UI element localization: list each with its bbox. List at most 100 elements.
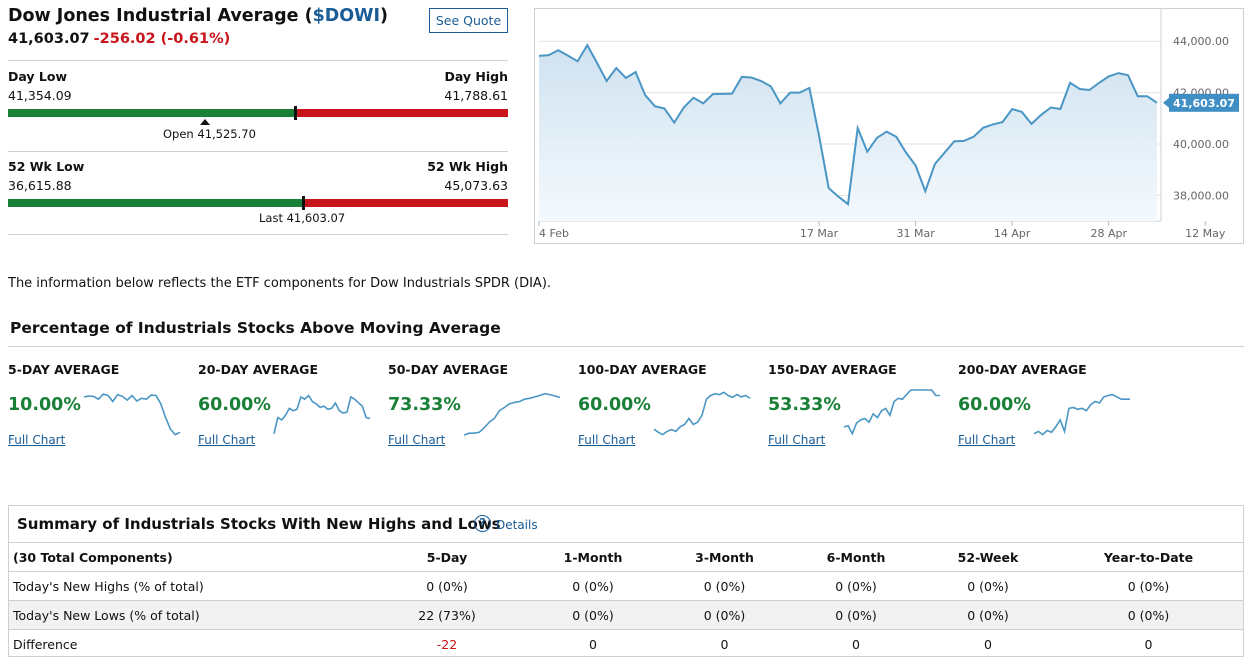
price-line-series <box>538 43 1158 206</box>
table-cell: 0 <box>1054 629 1243 659</box>
table-cell: 0 <box>659 629 790 659</box>
table-cell: 0 <box>527 629 659 659</box>
day-high-value: 41,788.61 <box>444 88 508 103</box>
table-cell: 0 <box>922 629 1054 659</box>
highs-lows-summary: Summary of Industrials Stocks With New H… <box>8 505 1244 659</box>
price-area <box>539 45 1157 221</box>
table-cell: 0 <box>790 629 922 659</box>
row-label: Today's New Highs (% of total) <box>9 571 367 601</box>
average-label: 200-DAY AVERAGE <box>958 362 1087 377</box>
column-header: 1-Month <box>527 542 659 572</box>
average-label: 20-DAY AVERAGE <box>198 362 318 377</box>
last-price-label: Last 41,603.07 <box>259 211 346 225</box>
open-price: Open 41,525.70 <box>163 127 256 141</box>
symbol-text: $DOWI <box>312 6 380 26</box>
day-range-bar <box>8 106 508 120</box>
average-card: 200-DAY AVERAGE 60.00% Full Chart <box>958 362 1143 472</box>
week52-range-red <box>303 199 508 207</box>
sparkline <box>843 389 940 436</box>
column-header: 52-Week <box>922 542 1054 572</box>
column-header: 5-Day <box>367 542 527 572</box>
day-range-marker <box>294 106 297 120</box>
sparkline-series <box>1033 393 1130 436</box>
sparkline <box>273 394 371 434</box>
sparkline-series <box>653 391 751 436</box>
divider <box>8 346 1244 347</box>
table-cell: 0 (0%) <box>367 571 527 601</box>
full-chart-link[interactable]: Full Chart <box>958 433 1016 447</box>
average-value: 60.00% <box>578 395 651 415</box>
summary-title: Summary of Industrials Stocks With New H… <box>17 515 501 533</box>
row-label: Today's New Lows (% of total) <box>9 600 367 630</box>
full-chart-link[interactable]: Full Chart <box>388 433 446 447</box>
see-quote-button[interactable]: See Quote <box>429 8 508 33</box>
page-title: Dow Jones Industrial Average ($DOWI) <box>8 6 388 26</box>
y-tick-label: 40,000.00 <box>1173 138 1229 151</box>
full-chart-link[interactable]: Full Chart <box>198 433 256 447</box>
last-price: 41,603.07 <box>8 31 90 47</box>
table-header-row: (30 Total Components) 5-Day 1-Month 3-Mo… <box>9 542 1243 572</box>
table-cell: 0 (0%) <box>1054 571 1243 601</box>
table-cell: 0 (0%) <box>527 600 659 630</box>
summary-table: (30 Total Components) 5-Day 1-Month 3-Mo… <box>9 542 1243 659</box>
sparkline-series <box>843 389 940 436</box>
price-line: 41,603.07 -256.02 (-0.61%) <box>8 31 230 47</box>
full-chart-link[interactable]: Full Chart <box>8 433 66 447</box>
average-value: 60.00% <box>198 395 271 415</box>
y-tick-label: 44,000.00 <box>1173 35 1229 48</box>
sparkline <box>653 391 751 436</box>
price-chart[interactable]: 44,000.00 42,000.00 40,000.00 38,000.00 4 Fe… <box>534 8 1244 244</box>
column-header: 3-Month <box>659 542 790 572</box>
x-tick-label: 14 Apr <box>994 227 1031 240</box>
average-label: 50-DAY AVERAGE <box>388 362 508 377</box>
sparkline-series <box>463 392 561 436</box>
table-cell: 0 (0%) <box>659 600 790 630</box>
average-value: 60.00% <box>958 395 1031 415</box>
y-tick-label: 38,000.00 <box>1173 189 1229 202</box>
table-cell: 0 (0%) <box>790 600 922 630</box>
table-row: Today's New Highs (% of total) 0 (0%) 0 … <box>9 571 1243 601</box>
week52-low-value: 36,615.88 <box>8 178 72 193</box>
table-cell: 0 (0%) <box>1054 600 1243 630</box>
average-label: 150-DAY AVERAGE <box>768 362 897 377</box>
table-row: Difference -22 0 0 0 0 0 <box>9 629 1243 659</box>
week52-high-value: 45,073.63 <box>444 178 508 193</box>
average-label: 100-DAY AVERAGE <box>578 362 707 377</box>
last-price-tag-pointer <box>1163 97 1169 108</box>
sparkline <box>463 392 561 436</box>
title-text: Dow Jones Industrial Average ( <box>8 6 313 26</box>
table-cell: 0 (0%) <box>527 571 659 601</box>
day-low-value: 41,354.09 <box>8 88 72 103</box>
table-cell: 0 (0%) <box>790 571 922 601</box>
details-link[interactable]: Details <box>496 518 538 532</box>
average-card: 100-DAY AVERAGE 60.00% Full Chart <box>578 362 763 472</box>
table-cell: -22 <box>367 629 527 659</box>
table-cell: 22 (73%) <box>367 600 527 630</box>
x-tick-label: 4 Feb <box>539 227 569 240</box>
section-title: Percentage of Industrials Stocks Above M… <box>10 319 501 337</box>
day-range-green <box>8 109 295 117</box>
title-close: ) <box>379 6 388 26</box>
x-tick-label: 28 Apr <box>1090 227 1127 240</box>
table-row: Today's New Lows (% of total) 22 (73%) 0… <box>9 600 1243 630</box>
full-chart-link[interactable]: Full Chart <box>578 433 636 447</box>
etf-info-text: The information below reflects the ETF c… <box>8 276 552 291</box>
sparkline <box>83 393 181 436</box>
table-cell: 0 (0%) <box>922 600 1054 630</box>
last-price-tag-text: 41,603.07 <box>1173 97 1235 110</box>
week52-range-green <box>8 199 303 207</box>
day-low-label: Day Low <box>8 69 68 84</box>
week52-low-label: 52 Wk Low <box>8 159 85 174</box>
table-cell: 0 (0%) <box>922 571 1054 601</box>
column-header: 6-Month <box>790 542 922 572</box>
help-icon[interactable]: ? <box>474 515 491 532</box>
full-chart-link[interactable]: Full Chart <box>768 433 826 447</box>
average-card: 5-DAY AVERAGE 10.00% Full Chart <box>8 362 193 472</box>
average-value: 73.33% <box>388 395 461 415</box>
divider <box>8 60 508 61</box>
week52-range-marker <box>302 196 305 210</box>
average-value: 10.00% <box>8 395 81 415</box>
week52-high-label: 52 Wk High <box>427 159 508 174</box>
week52-range-bar <box>8 196 508 210</box>
